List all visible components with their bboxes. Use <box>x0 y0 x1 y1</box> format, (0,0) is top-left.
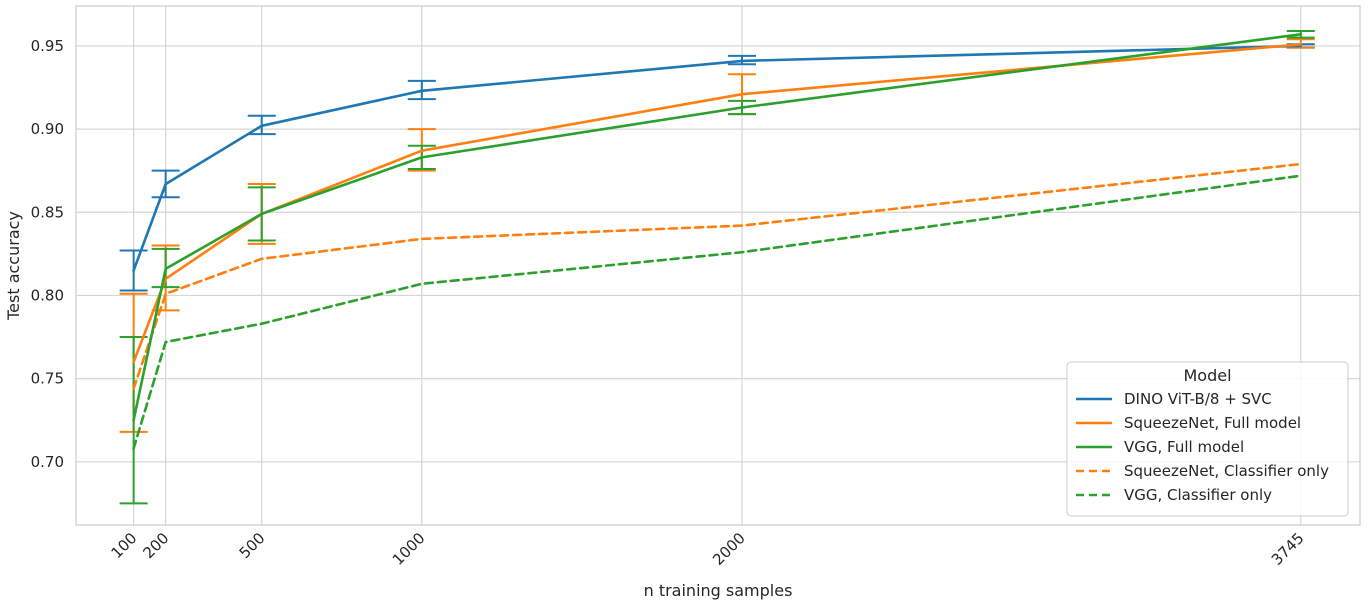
series-line <box>132 42 1303 364</box>
grid <box>76 6 1360 525</box>
x-tick-label: 200 <box>140 529 173 562</box>
legend-title: Model <box>1183 366 1231 385</box>
legend-label: SqueezeNet, Full model <box>1124 414 1301 432</box>
legend-label: DINO ViT-B/8 + SVC <box>1124 390 1272 408</box>
plot-frame <box>75 5 1361 526</box>
y-tick-label: 0.80 <box>31 286 64 304</box>
x-axis-ticks: 100 200 500 1000 2000 3745 <box>107 529 1307 569</box>
series-lines <box>132 32 1303 450</box>
x-tick-label: 1000 <box>389 529 429 569</box>
x-axis-label: n training samples <box>644 581 793 600</box>
series-line <box>132 162 1303 390</box>
legend-box <box>1066 361 1349 517</box>
series-line <box>132 174 1303 450</box>
y-axis-label: Test accuracy <box>4 211 23 321</box>
x-tick-label: 2000 <box>709 529 749 569</box>
y-tick-label: 0.85 <box>31 203 64 221</box>
legend-label: SqueezeNet, Classifier only <box>1124 462 1329 480</box>
series-line <box>132 44 1303 272</box>
x-tick-label: 500 <box>236 529 269 562</box>
y-tick-label: 0.90 <box>31 120 64 138</box>
y-tick-label: 0.95 <box>31 37 64 55</box>
legend-label: VGG, Full model <box>1124 438 1244 456</box>
y-tick-label: 0.75 <box>31 370 64 388</box>
legend-items: DINO ViT-B/8 + SVC SqueezeNet, Full model… <box>1076 390 1329 504</box>
y-axis-ticks: 0.70 0.75 0.80 0.85 0.90 0.95 <box>31 37 64 471</box>
y-tick-label: 0.70 <box>31 453 64 471</box>
legend: Model DINO ViT-B/8 + SVC SqueezeNet, Full… <box>1066 361 1349 517</box>
x-tick-label: 100 <box>107 529 140 562</box>
legend-label: VGG, Classifier only <box>1124 486 1272 504</box>
x-tick-label: 3745 <box>1268 529 1308 569</box>
series-line <box>132 32 1303 422</box>
